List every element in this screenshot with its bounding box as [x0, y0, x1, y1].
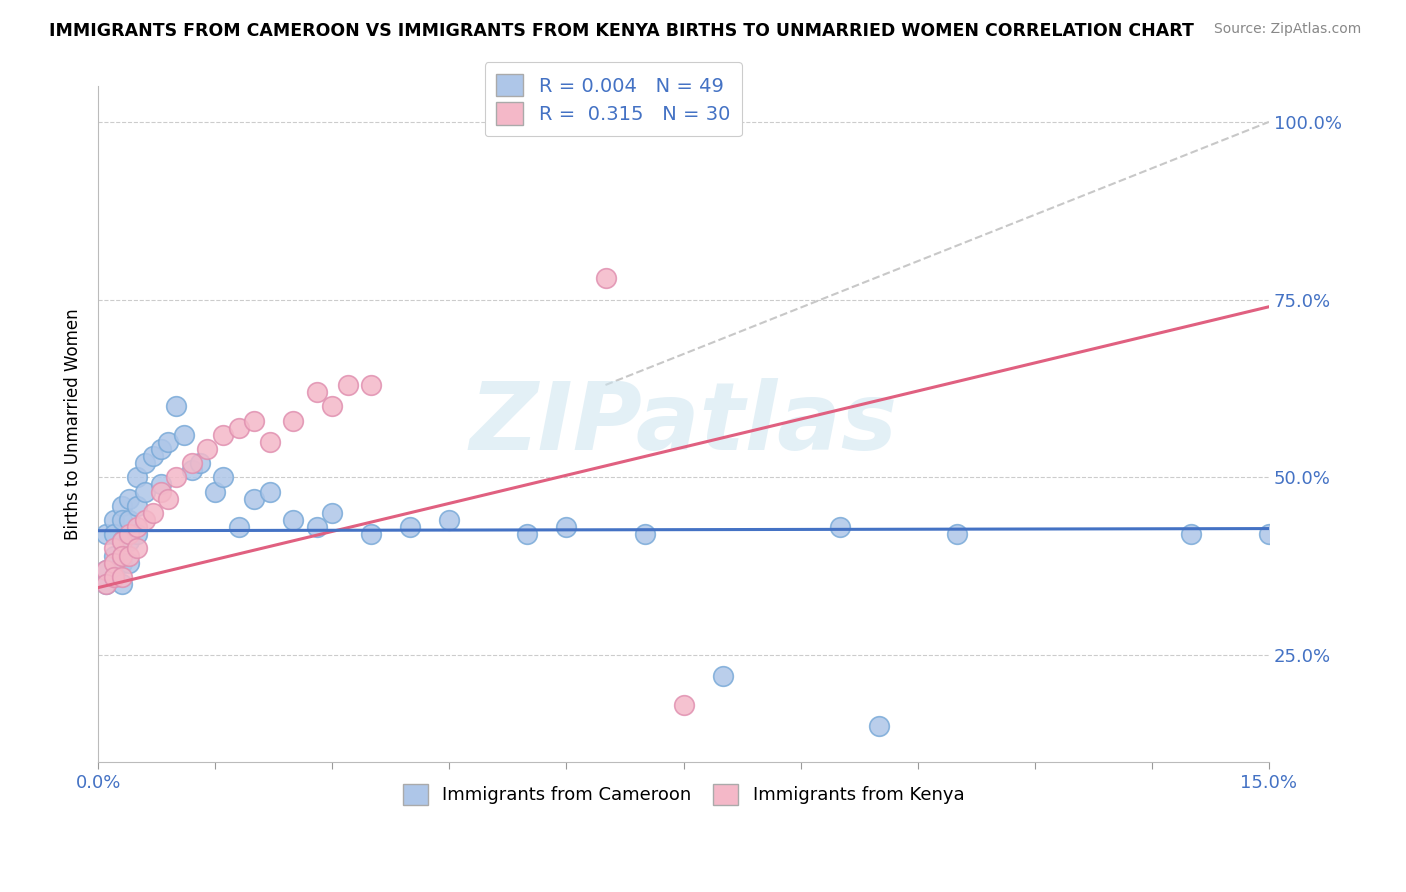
Point	[94, 527, 117, 541]
Point	[134, 456, 156, 470]
Point	[118, 549, 141, 563]
Point	[399, 520, 422, 534]
Point	[149, 442, 172, 456]
Point	[243, 491, 266, 506]
Point	[173, 427, 195, 442]
Point	[1180, 527, 1202, 541]
Point	[228, 420, 250, 434]
Point	[243, 413, 266, 427]
Point	[197, 442, 219, 456]
Point	[110, 556, 132, 570]
Point	[336, 378, 359, 392]
Point	[283, 413, 305, 427]
Point	[1258, 527, 1281, 541]
Point	[828, 520, 851, 534]
Point	[142, 449, 165, 463]
Point	[321, 399, 343, 413]
Point	[94, 563, 117, 577]
Point	[118, 513, 141, 527]
Point	[94, 563, 117, 577]
Point	[110, 499, 132, 513]
Point	[110, 534, 132, 549]
Point	[204, 484, 226, 499]
Point	[94, 577, 117, 591]
Legend: Immigrants from Cameroon, Immigrants from Kenya: Immigrants from Cameroon, Immigrants fro…	[394, 774, 973, 814]
Point	[595, 271, 617, 285]
Point	[110, 513, 132, 527]
Point	[633, 527, 655, 541]
Point	[103, 541, 125, 556]
Point	[127, 470, 149, 484]
Point	[103, 570, 125, 584]
Point	[103, 527, 125, 541]
Point	[165, 399, 187, 413]
Point	[134, 513, 156, 527]
Point	[360, 378, 382, 392]
Text: Source: ZipAtlas.com: Source: ZipAtlas.com	[1213, 22, 1361, 37]
Point	[103, 570, 125, 584]
Text: IMMIGRANTS FROM CAMEROON VS IMMIGRANTS FROM KENYA BIRTHS TO UNMARRIED WOMEN CORR: IMMIGRANTS FROM CAMEROON VS IMMIGRANTS F…	[49, 22, 1194, 40]
Point	[149, 477, 172, 491]
Point	[165, 470, 187, 484]
Point	[110, 534, 132, 549]
Point	[259, 434, 281, 449]
Point	[321, 506, 343, 520]
Point	[127, 499, 149, 513]
Point	[259, 484, 281, 499]
Point	[555, 520, 578, 534]
Point	[118, 556, 141, 570]
Point	[180, 456, 202, 470]
Point	[127, 527, 149, 541]
Point	[672, 698, 695, 712]
Point	[228, 520, 250, 534]
Point	[305, 520, 328, 534]
Point	[94, 577, 117, 591]
Point	[127, 520, 149, 534]
Point	[103, 549, 125, 563]
Point	[360, 527, 382, 541]
Point	[439, 513, 461, 527]
Point	[188, 456, 211, 470]
Point	[110, 570, 132, 584]
Point	[110, 549, 132, 563]
Point	[180, 463, 202, 477]
Point	[118, 527, 141, 541]
Point	[149, 484, 172, 499]
Y-axis label: Births to Unmarried Women: Births to Unmarried Women	[65, 309, 82, 540]
Point	[945, 527, 967, 541]
Point	[127, 541, 149, 556]
Point	[103, 556, 125, 570]
Point	[212, 470, 235, 484]
Point	[157, 434, 180, 449]
Point	[103, 513, 125, 527]
Point	[711, 669, 734, 683]
Point	[157, 491, 180, 506]
Point	[142, 506, 165, 520]
Point	[868, 719, 890, 733]
Point	[212, 427, 235, 442]
Point	[516, 527, 538, 541]
Point	[118, 491, 141, 506]
Point	[283, 513, 305, 527]
Point	[134, 484, 156, 499]
Point	[110, 577, 132, 591]
Point	[305, 385, 328, 400]
Text: ZIPatlas: ZIPatlas	[470, 378, 897, 470]
Point	[118, 534, 141, 549]
